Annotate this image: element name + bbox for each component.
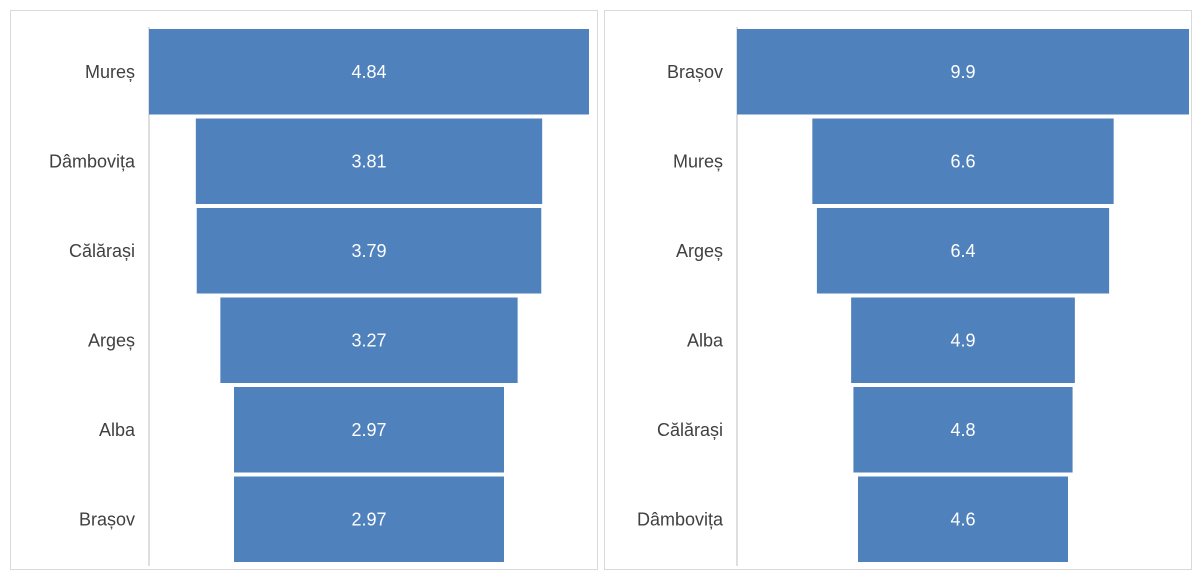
left-category-label-2: Dâmbovița (49, 151, 136, 171)
right-value-label-4: 4.9 (950, 330, 975, 350)
left-value-label-5: 2.97 (351, 420, 386, 440)
left-funnel-bar-6 (234, 476, 504, 562)
right-value-label-5: 4.8 (950, 420, 975, 440)
funnel-chart-left: 4.84 Mureș 3.81 Dâmbovița 3.79 Călărași 3.27 Ar… (49, 27, 589, 566)
left-category-label-3: Călărași (69, 241, 135, 261)
right-funnel-bar-2 (812, 118, 1114, 204)
right-category-label-4: Alba (687, 330, 724, 350)
left-funnel-bar-2 (195, 118, 543, 204)
right-funnel-bar-6 (857, 476, 1069, 562)
right-category-label-2: Mureș (673, 151, 723, 171)
right-category-label-1: Brașov (667, 62, 723, 82)
right-category-label-6: Dâmbovița (637, 509, 724, 529)
left-value-label-3: 3.79 (351, 241, 386, 261)
left-category-label-6: Brașov (79, 509, 135, 529)
left-category-label-1: Mureș (85, 62, 135, 82)
funnel-chart-right-panel: 9.9 Brașov 6.6 Mureș 6.4 Argeș 4.9 Alba 4.8 Călăr… (604, 10, 1192, 570)
right-funnel-bar-5 (853, 387, 1073, 473)
left-category-label-5: Alba (99, 420, 136, 440)
left-funnel-bar-1 (149, 29, 589, 115)
right-value-label-2: 6.6 (950, 151, 975, 171)
funnel-chart-left-panel: 4.84 Mureș 3.81 Dâmbovița 3.79 Călărași 3.27 Ar… (10, 10, 598, 570)
left-funnel-bar-4 (220, 297, 518, 383)
right-category-label-3: Argeș (676, 241, 723, 261)
right-funnel-bar-1 (737, 29, 1189, 115)
left-funnel-bar-3 (196, 208, 542, 294)
funnel-chart-right: 9.9 Brașov 6.6 Mureș 6.4 Argeș 4.9 Alba 4.8 Călăr… (637, 27, 1189, 566)
right-funnel-bar-4 (851, 297, 1075, 383)
left-value-label-2: 3.81 (351, 151, 386, 171)
left-funnel-bar-5 (234, 387, 504, 473)
right-value-label-3: 6.4 (950, 241, 975, 261)
left-value-label-4: 3.27 (351, 330, 386, 350)
left-value-label-6: 2.97 (351, 509, 386, 529)
right-funnel-bar-3 (816, 208, 1110, 294)
right-category-label-5: Călărași (657, 420, 723, 440)
left-value-label-1: 4.84 (351, 62, 386, 82)
left-category-label-4: Argeș (88, 330, 135, 350)
right-value-label-6: 4.6 (950, 509, 975, 529)
right-value-label-1: 9.9 (950, 62, 975, 82)
